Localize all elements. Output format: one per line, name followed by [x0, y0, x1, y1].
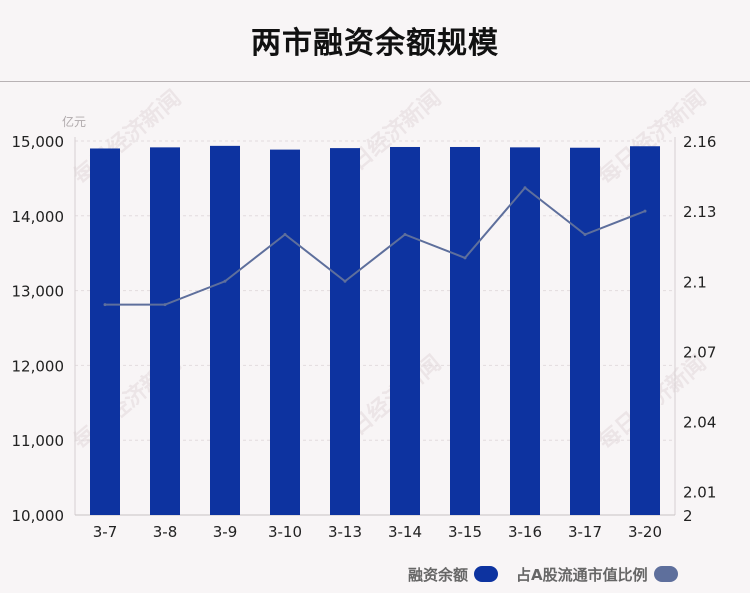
y-tick-label-left: 10,000 [12, 507, 65, 525]
ratio-point [463, 256, 467, 260]
x-tick-label: 3-16 [508, 523, 542, 541]
x-tick-label: 3-8 [153, 523, 178, 541]
ratio-point [583, 233, 587, 236]
x-tick-label: 3-7 [93, 523, 118, 541]
x-tick-label: 3-15 [448, 523, 482, 541]
bar [90, 148, 120, 516]
y-tick-label-right: 2.1 [683, 273, 707, 291]
y-tick-label-left: 12,000 [12, 357, 65, 375]
x-tick-label: 3-17 [568, 523, 602, 541]
bar [330, 148, 360, 515]
ratio-point [283, 233, 287, 236]
bar [270, 149, 300, 516]
ratio-point [223, 279, 227, 283]
ratio-line [105, 186, 646, 306]
x-tick-label: 3-10 [268, 523, 302, 541]
title-divider [0, 81, 750, 82]
bar [150, 147, 180, 515]
ratio-point [343, 279, 347, 283]
ratio-point [523, 186, 527, 190]
x-tick-label: 3-20 [628, 523, 662, 541]
x-tick-label: 3-9 [213, 523, 238, 541]
ratio-point [163, 303, 167, 307]
y-tick-label-right: 2 [683, 507, 693, 525]
legend-label: 融资余额 [408, 565, 469, 584]
legend-item-balance: 融资余额 [408, 563, 499, 585]
y-tick-label-left: 14,000 [12, 208, 65, 226]
bar [510, 147, 540, 515]
bar [570, 147, 600, 515]
y-tick-label-right: 2.16 [683, 133, 716, 151]
legend-swatch [474, 566, 499, 582]
y-tick-label-left: 11,000 [12, 432, 65, 450]
ratio-point [103, 303, 107, 307]
y-axis-unit-label: 亿元 [62, 115, 87, 129]
y-tick-label-right: 2.07 [683, 343, 716, 361]
y-tick-label-right: 2.04 [683, 414, 716, 432]
x-tick-label: 3-13 [328, 523, 362, 541]
y-tick-label-right: 2.13 [683, 203, 716, 221]
legend-label: 占A股流通市值比例 [516, 565, 648, 584]
ratio-point [643, 209, 647, 213]
y-tick-label-left: 13,000 [12, 283, 65, 301]
bar [630, 146, 660, 515]
bar [210, 145, 240, 515]
bar [450, 146, 480, 515]
legend-swatch [653, 566, 678, 582]
x-tick-label: 3-14 [388, 523, 422, 541]
ratio-point [403, 233, 407, 236]
bar [390, 146, 420, 515]
legend-item-ratio: 占A股流通市值比例 [516, 563, 678, 585]
chart-title: 两市融资余额规模 [251, 26, 499, 61]
y-tick-label-right: 2.01 [683, 484, 716, 502]
y-tick-label-left: 15,000 [12, 133, 65, 151]
